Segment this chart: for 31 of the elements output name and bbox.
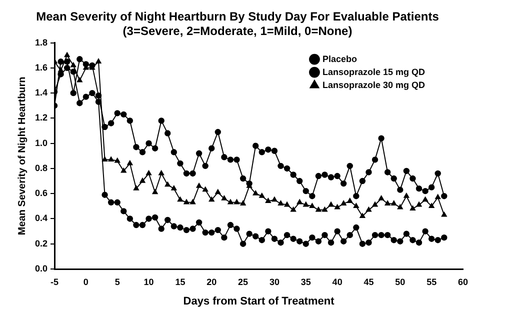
- y-tick-label: 0.0: [34, 263, 48, 274]
- y-tick-label: 1.2: [34, 112, 48, 123]
- x-axis-title: Days from Start of Treatment: [183, 295, 335, 308]
- legend-label: Placebo: [322, 54, 358, 64]
- x-tick-label: 50: [395, 276, 406, 287]
- x-tick-label: 30: [269, 276, 280, 287]
- x-tick-label: 25: [238, 276, 248, 287]
- y-tick-label: 1.4: [34, 88, 48, 98]
- x-tick-label: -5: [50, 276, 59, 287]
- x-tick-label: 60: [458, 276, 468, 287]
- y-tick-label: 0.6: [34, 188, 48, 198]
- y-tick-label: 0.8: [34, 162, 48, 173]
- y-tick-label: 1.6: [34, 62, 48, 72]
- y-tick-label: 1.0: [34, 138, 48, 148]
- x-tick-label: 40: [332, 276, 342, 287]
- x-tick-label: 35: [300, 276, 311, 287]
- x-tick-label: 10: [144, 276, 154, 287]
- x-tick-label: 55: [426, 276, 437, 287]
- text: Mean Severity of Night Heartburn By Study Day For Evaluable Patients: [36, 10, 439, 24]
- x-tick-label: 15: [175, 276, 186, 287]
- x-tick-label: 20: [206, 276, 217, 287]
- x-tick-label: 45: [364, 276, 374, 287]
- legend-label: Lansoprazole 15 mg QD: [322, 66, 426, 77]
- legend-label: Lansoprazole 30 mg QD: [322, 80, 426, 90]
- y-tick-label: 0.4: [34, 213, 48, 224]
- text: (3=Severe, 2=Moderate, 1=Mild, 0=None): [122, 24, 352, 38]
- x-tick-label: 5: [114, 276, 120, 287]
- y-tick-label: 1.8: [34, 37, 48, 48]
- y-tick-label: 0.2: [34, 238, 48, 248]
- x-tick-label: 0: [83, 276, 88, 287]
- y-axis-title: Mean Severity of Night Heartburn: [16, 76, 28, 236]
